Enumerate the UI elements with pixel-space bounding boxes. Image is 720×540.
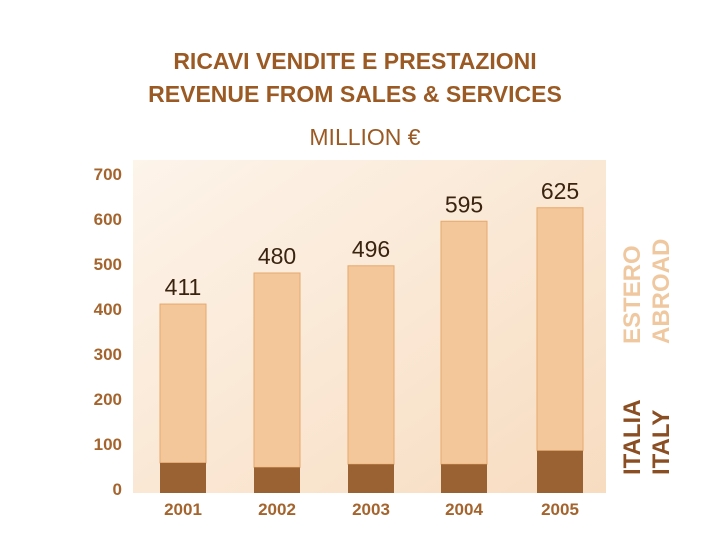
- x-tick-2004: 2004: [445, 500, 483, 519]
- y-tick-400: 400: [94, 300, 122, 319]
- y-tick-300: 300: [94, 345, 122, 364]
- data-label-2005: 625: [541, 178, 579, 204]
- bar-abroad-2002: [253, 272, 301, 468]
- data-label-2003: 496: [352, 236, 390, 262]
- x-axis-labels: 2001 2002 2003 2004 2005: [164, 500, 579, 519]
- x-tick-2005: 2005: [541, 500, 579, 519]
- bar-italy-2001: [160, 462, 206, 493]
- y-tick-100: 100: [94, 435, 122, 454]
- y-tick-200: 200: [94, 390, 122, 409]
- bars-group: [159, 207, 584, 493]
- y-tick-700: 700: [94, 165, 122, 184]
- data-label-2001: 411: [165, 274, 202, 300]
- y-axis-labels: 700 600 500 400 300 200 100 0: [94, 165, 122, 499]
- x-tick-2003: 2003: [352, 500, 390, 519]
- x-tick-2002: 2002: [258, 500, 296, 519]
- bar-italy-2004: [441, 464, 487, 493]
- bar-italy-2002: [254, 467, 300, 493]
- legend-italy-label-1: ITALIA: [619, 399, 646, 475]
- y-tick-500: 500: [94, 255, 122, 274]
- bar-abroad-2001: [159, 303, 207, 464]
- legend-abroad: ESTERO ABROAD: [619, 239, 675, 344]
- legend-abroad-label-1: ESTERO: [619, 245, 646, 344]
- bar-italy-2003: [348, 464, 394, 493]
- chart-subtitle: REVENUE FROM SALES & SERVICES: [148, 81, 562, 107]
- bar-italy-2005: [537, 450, 583, 493]
- legend-italy-label-2: ITALY: [648, 410, 675, 475]
- data-labels: 411 480 496 595 625: [165, 178, 580, 300]
- y-tick-0: 0: [113, 480, 122, 499]
- y-tick-600: 600: [94, 210, 122, 229]
- data-label-2004: 595: [445, 191, 483, 217]
- legend-italy: ITALIA ITALY: [619, 399, 675, 475]
- bar-abroad-2003: [347, 265, 395, 465]
- legend-abroad-label-2: ABROAD: [648, 239, 675, 344]
- unit-label: MILLION €: [309, 124, 421, 150]
- bar-abroad-2005: [536, 207, 584, 452]
- chart-title: RICAVI VENDITE E PRESTAZIONI: [173, 48, 537, 74]
- x-tick-2001: 2001: [164, 500, 202, 519]
- bar-abroad-2004: [440, 220, 488, 465]
- data-label-2002: 480: [258, 243, 296, 269]
